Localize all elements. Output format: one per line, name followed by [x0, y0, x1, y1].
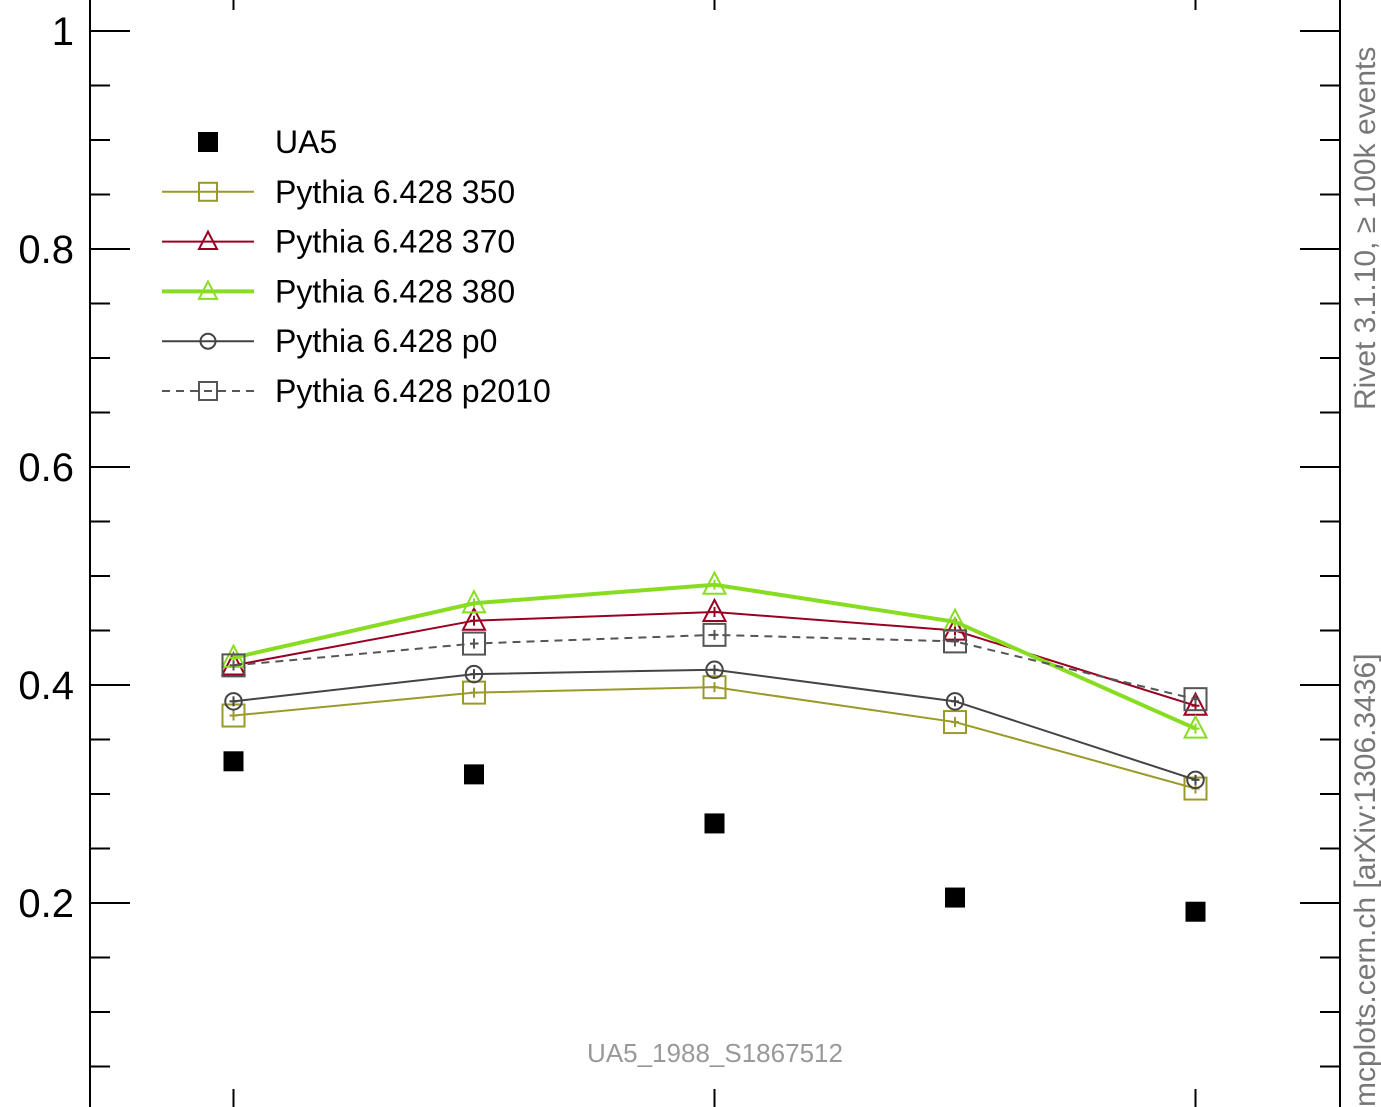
data-point	[461, 606, 487, 631]
legend: UA5 Pythia 6.428 350 Pythia 6.428 370 Pythi…	[162, 124, 551, 409]
y-tick-label: 0.6	[18, 446, 74, 490]
legend-label: Pythia 6.428 p0	[275, 323, 497, 359]
data-point	[945, 692, 965, 711]
series-0	[223, 751, 1206, 922]
analysis-label: UA5_1988_S1867512	[587, 1038, 843, 1068]
data-point	[1182, 714, 1209, 739]
data-point	[461, 588, 487, 614]
data-point	[943, 629, 967, 654]
y-tick-label: 0.4	[18, 664, 74, 708]
x-axis	[232, 0, 1197, 1107]
legend-label: Pythia 6.428 370	[275, 224, 515, 260]
legend-label: Pythia 6.428 350	[275, 174, 515, 210]
legend-entry-3: Pythia 6.428 380	[162, 273, 515, 309]
series-group	[220, 570, 1209, 922]
legend-label: Pythia 6.428 p2010	[275, 373, 551, 409]
legend-label: Pythia 6.428 380	[275, 273, 515, 309]
data-point	[702, 675, 727, 700]
data-point	[224, 692, 243, 711]
legend-label: UA5	[275, 124, 337, 160]
mcplots-source-label: mcplots.cern.ch [arXiv:1306.3436]	[1349, 653, 1381, 1107]
data-point	[223, 751, 244, 772]
data-point	[704, 813, 725, 834]
series-1	[221, 675, 1208, 801]
data-point	[464, 764, 484, 785]
data-point	[462, 631, 486, 656]
y-tick-label: 1	[52, 10, 74, 54]
series-3	[220, 570, 1209, 739]
legend-marker	[198, 381, 218, 401]
rivet-version-label: Rivet 3.1.10, ≥ 100k events	[1349, 47, 1381, 410]
data-point	[1183, 687, 1208, 712]
legend-marker	[197, 279, 219, 300]
legend-entry-0: UA5	[198, 124, 337, 160]
legend-entry-5: Pythia 6.428 p2010	[162, 373, 551, 409]
y-axis: 0.2 0.4 0.6 0.8 1	[18, 10, 1340, 1068]
legend-entry-1: Pythia 6.428 350	[162, 174, 515, 210]
data-point	[1185, 901, 1206, 922]
series-4	[224, 660, 1205, 790]
data-point	[943, 710, 967, 735]
data-point	[945, 887, 965, 908]
data-point	[221, 653, 246, 678]
data-point	[702, 622, 727, 647]
plot-frame	[89, 0, 1341, 1107]
legend-entry-2: Pythia 6.428 370	[162, 224, 515, 260]
y-tick-label: 0.2	[18, 882, 74, 926]
legend-entry-4: Pythia 6.428 p0	[162, 323, 497, 359]
legend-marker	[197, 229, 219, 251]
data-point	[701, 570, 728, 595]
data-point	[701, 597, 728, 623]
legend-marker	[199, 332, 217, 350]
data-point	[464, 664, 484, 684]
legend-marker	[198, 132, 218, 152]
data-point	[1186, 770, 1205, 790]
data-point	[220, 651, 247, 676]
data-point	[705, 660, 724, 679]
y-tick-label: 0.8	[18, 228, 74, 272]
series-line	[233, 582, 1197, 731]
series-line	[233, 686, 1196, 790]
series-5	[221, 622, 1208, 712]
legend-marker	[198, 181, 218, 202]
